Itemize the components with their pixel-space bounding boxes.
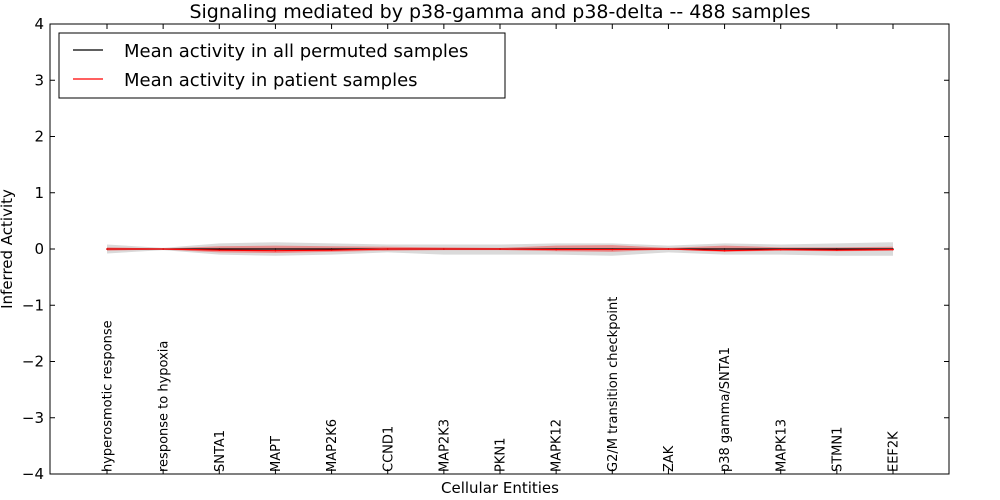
- y-tick-label: 3: [34, 71, 44, 89]
- y-tick-label: 2: [34, 128, 44, 146]
- data-point-patient: [162, 248, 164, 250]
- x-category-label: MAPT: [269, 436, 284, 472]
- data-point-permuted: [274, 248, 277, 250]
- data-point-patient: [218, 249, 221, 251]
- x-axis-ticks: hyperosmotic response response to hypoxia…: [101, 24, 902, 474]
- y-axis-label: Inferred Activity: [0, 189, 16, 309]
- x-category-label: p38 gamma/SNTA1: [718, 347, 733, 472]
- x-category-label: ZAK: [662, 445, 677, 472]
- data-point-patient: [443, 248, 445, 250]
- x-category-label: STMN1: [830, 427, 845, 472]
- data-point-patient: [386, 248, 389, 250]
- y-tick-label: −1: [22, 296, 44, 314]
- x-category-label: SNTA1: [213, 430, 228, 472]
- legend-box: [58, 32, 506, 99]
- data-point-permuted: [836, 248, 838, 250]
- y-tick-label: −2: [22, 353, 44, 371]
- y-tick-label: −4: [22, 465, 44, 483]
- legend-entry-patient: Mean activity in patient samples: [124, 70, 418, 91]
- data-point-patient: [611, 248, 614, 251]
- y-axis-ticks: 4 3 2 1 0 −1 −2 −3 −4: [22, 15, 949, 483]
- x-category-label: G2/M transition checkpoint: [606, 297, 621, 472]
- y-tick-label: 1: [34, 184, 44, 202]
- x-category-label: MAPK13: [774, 419, 789, 472]
- x-category-label: hyperosmotic response: [101, 320, 116, 472]
- data-point-patient: [274, 249, 277, 252]
- data-point-patient: [723, 249, 726, 252]
- x-axis-label: Cellular Entities: [441, 479, 559, 497]
- x-category-label: PKN1: [494, 438, 509, 472]
- legend-entry-permuted: Mean activity in all permuted samples: [124, 41, 468, 62]
- data-point-patient: [499, 248, 501, 250]
- data-point-permuted: [723, 248, 726, 250]
- data-point-permuted: [330, 248, 333, 250]
- series-lines: [106, 248, 894, 252]
- data-point-patient: [106, 248, 108, 250]
- chart-title: Signaling mediated by p38-gamma and p38-…: [189, 1, 810, 23]
- data-point-patient: [555, 248, 557, 251]
- x-category-label: MAP2K3: [437, 419, 452, 472]
- data-point-patient: [330, 249, 333, 251]
- y-tick-label: 0: [34, 240, 44, 258]
- x-category-label: MAP2K6: [325, 419, 340, 472]
- x-category-label: EEF2K: [887, 431, 902, 472]
- y-tick-label: 4: [34, 15, 44, 33]
- y-tick-label: −3: [22, 409, 44, 427]
- x-category-label: MAPK12: [550, 419, 565, 472]
- data-point-patient: [779, 248, 782, 251]
- legend: Mean activity in all permuted samples Me…: [58, 32, 506, 99]
- data-point-permuted: [218, 248, 221, 250]
- data-point-patient: [836, 249, 838, 251]
- x-category-label: CCND1: [381, 426, 396, 472]
- data-point-patient: [892, 248, 894, 251]
- x-category-label: response to hypoxia: [157, 341, 172, 472]
- data-point-patient: [667, 248, 670, 250]
